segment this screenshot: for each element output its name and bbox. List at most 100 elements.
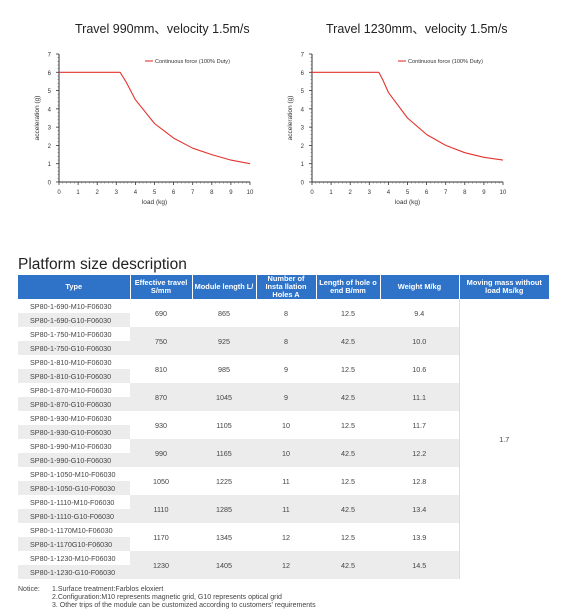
y-tick-label: 4 [48,107,52,113]
x-tick-label: 6 [172,190,176,196]
holes-cell: 8 [256,327,316,355]
type-cell: SP80-1-930-G10-F06030 [18,425,130,439]
y-tick-label: 3 [301,126,305,132]
holes-cell: 9 [256,383,316,411]
y-tick-label: 7 [301,53,305,59]
table-header-row: Type Effective travel S/mm Module length… [18,275,549,299]
module-length-cell: 1165 [192,439,256,467]
x-tick-label: 9 [229,190,233,196]
table-row: SP80-1-1170G10-F06030 [18,537,549,551]
travel-cell: 1230 [130,551,192,579]
type-cell: SP80-1-990-M10-F06030 [30,441,112,451]
x-tick-label: 4 [387,190,391,196]
x-tick-label: 1 [329,190,333,196]
notice-label: Notice: [18,586,40,593]
acceleration-chart-right: 0 1 2 3 4 5 6 7 0 1 2 3 4 5 6 7 8 9 10 load (kg) acceleratio… [287,53,507,207]
y-tick-label: 2 [48,144,52,150]
notice-line: 3. Other trips of the module can be cust… [52,602,316,610]
travel-cell: 1170 [130,523,192,551]
hole-end-cell: 12.5 [316,523,380,551]
x-tick-label: 4 [134,190,138,196]
travel-cell: 750 [130,327,192,355]
y-tick-label: 3 [48,126,52,132]
x-tick-label: 3 [115,190,119,196]
travel-cell: 870 [130,383,192,411]
y-tick-label: 1 [48,162,52,168]
x-tick-label: 10 [247,190,254,196]
holes-cell: 11 [256,467,316,495]
holes-cell: 10 [256,411,316,439]
type-cell: SP80-1-1230-M10-F06030 [30,553,116,563]
x-tick-label: 0 [310,190,314,196]
weight-cell: 10.6 [380,355,459,383]
header-effective-travel: Effective travel S/mm [130,275,193,299]
left-chart-title: Travel 990mm、velocity 1.5m/s [75,22,250,36]
notice-line: 1.Surface treatment:Farblos eloxiert [52,586,164,593]
notice-line: 2.Configuration:M10 represents magnetic … [52,594,282,602]
x-axis-label: load (kg) [142,199,167,206]
travel-cell: 1050 [130,467,192,495]
holes-cell: 12 [256,551,316,579]
type-cell: SP80-1-1170M10-F06030 [30,525,113,535]
hole-end-cell: 12.5 [316,299,380,327]
weight-cell: 14.5 [380,551,459,579]
legend-label: Continuous force (100% Duty) [408,59,483,65]
header-type: Type [18,275,131,299]
table-row: SP80-1-990-G10-F06030 [18,453,549,467]
x-tick-label: 2 [349,190,353,196]
module-length-cell: 985 [192,355,256,383]
x-tick-label: 10 [500,190,507,196]
travel-cell: 810 [130,355,192,383]
weight-cell: 12.2 [380,439,459,467]
type-cell: SP80-1-930-M10-F06030 [30,413,112,423]
weight-cell: 9.4 [380,299,459,327]
hole-end-cell: 42.5 [316,495,380,523]
x-tick-label: 3 [368,190,372,196]
holes-cell: 9 [256,355,316,383]
type-cell: SP80-1-870-G10-F06030 [18,397,130,411]
type-cell: SP80-1-750-G10-F06030 [18,341,130,355]
module-length-cell: 1225 [192,467,256,495]
travel-cell: 690 [130,299,192,327]
x-axis-label: load (kg) [395,199,420,206]
table-row: SP80-1-690-G10-F06030 [18,313,549,327]
x-tick-label: 1 [76,190,80,196]
table-row: SP80-1-1050-G10-F06030 [18,481,549,495]
x-tick-label: 8 [210,190,214,196]
type-cell: SP80-1-990-G10-F06030 [18,453,130,467]
type-cell: SP80-1-1230-G10-F06030 [18,565,130,579]
weight-cell: 13.4 [380,495,459,523]
y-axis-label: acceleration (g) [287,96,294,141]
type-cell: SP80-1-690-M10-F06030 [30,301,112,311]
header-installation-holes: Number of Insta llation Holes A [256,275,317,299]
y-tick-label: 0 [301,181,305,187]
notice-block: Notice: 1.Surface treatment:Farblos eloxi… [18,586,316,611]
table-row: SP80-1-1110-G10-F06030 [18,509,549,523]
continuous-force-line [312,71,504,161]
moving-mass-cell: 1.7 [458,299,549,579]
x-tick-label: 8 [463,190,467,196]
weight-cell: 13.9 [380,523,459,551]
type-cell: SP80-1-1050-M10-F06030 [30,469,116,479]
table-row: SP80-1-870-M10-F06030 870 1045 9 42.5 11.1 [18,383,549,411]
continuous-force-line [59,71,251,165]
travel-cell: 990 [130,439,192,467]
platform-size-table: Type Effective travel S/mm Module length… [18,275,549,579]
module-length-cell: 865 [192,299,256,327]
table-row: SP80-1-1230-G10-F06030 [18,565,549,579]
table-row: SP80-1-750-M10-F06030 750 925 8 42.5 10.0 [18,327,549,355]
header-weight: Weight M/kg [380,275,460,299]
hole-end-cell: 12.5 [316,411,380,439]
y-tick-label: 5 [48,89,52,95]
hole-end-cell: 12.5 [316,467,380,495]
module-length-cell: 1285 [192,495,256,523]
x-tick-label: 9 [482,190,486,196]
acceleration-chart-left: 0 1 2 3 4 5 6 7 0 1 2 3 4 5 6 7 8 9 10 load (kg) acceleratio… [34,53,254,207]
y-axis-label: acceleration (g) [34,96,41,141]
y-tick-label: 6 [301,71,305,77]
module-length-cell: 1105 [192,411,256,439]
x-tick-label: 7 [191,190,195,196]
x-tick-label: 6 [425,190,429,196]
hole-end-cell: 42.5 [316,551,380,579]
holes-cell: 12 [256,523,316,551]
